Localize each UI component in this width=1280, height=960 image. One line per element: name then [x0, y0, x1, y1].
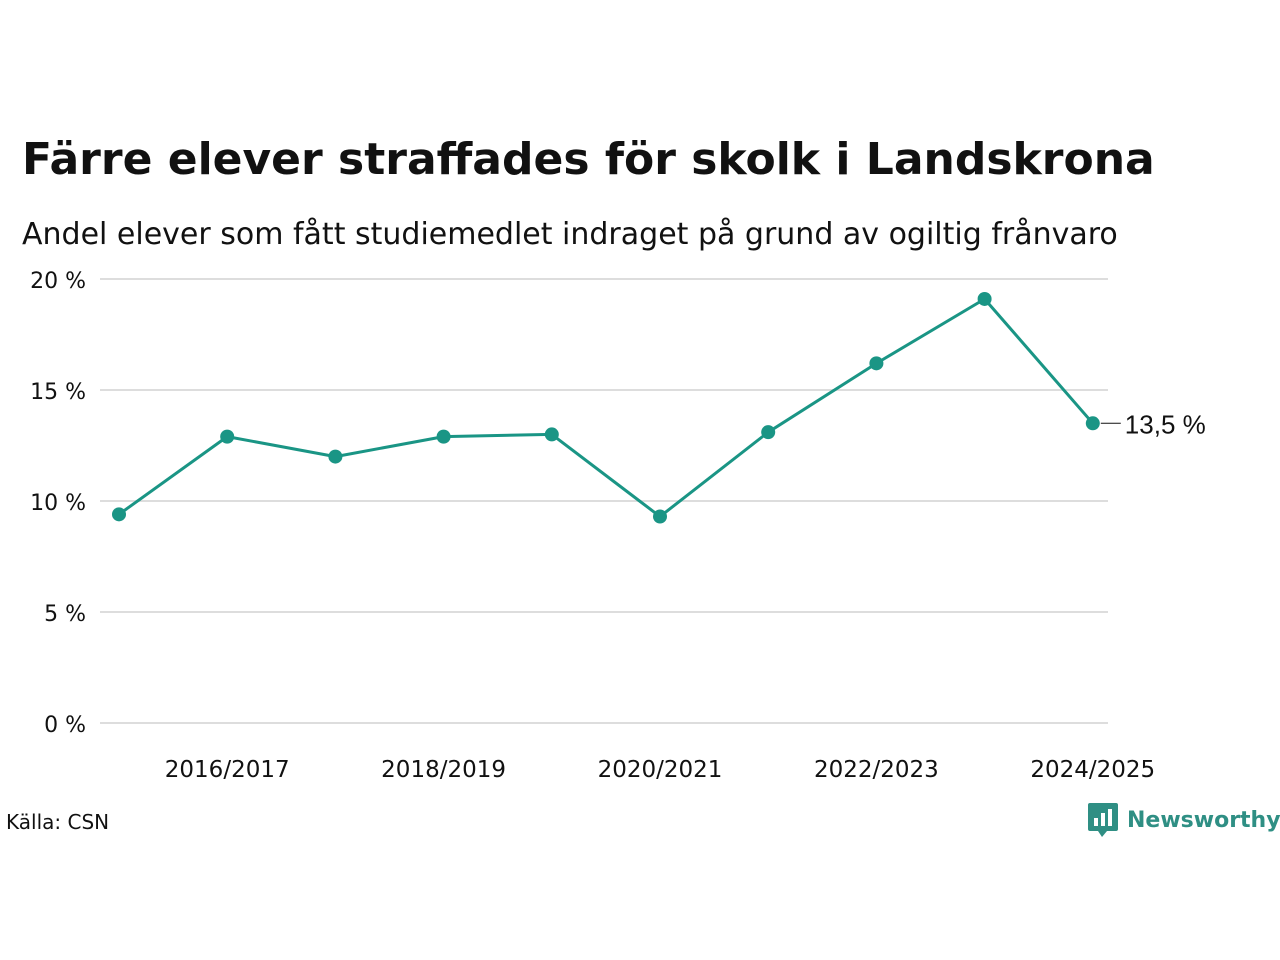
end-value-label: 13,5 % — [1125, 409, 1206, 439]
data-point — [869, 356, 884, 371]
series-line — [118, 297, 1094, 519]
y-tick-label: 10 % — [30, 491, 86, 516]
data-point — [328, 449, 343, 464]
x-tick-label: 2018/2019 — [381, 757, 506, 783]
brand-name: Newsworthy — [1127, 807, 1280, 833]
x-axis-ticks: 2016/2017 2018/2019 2020/2021 2022/2023 2024… — [165, 757, 1155, 783]
data-point — [1085, 416, 1100, 431]
newsworthy-logo-icon — [1088, 803, 1118, 837]
x-tick-label: 2020/2021 — [598, 757, 723, 783]
x-tick-label: 2016/2017 — [165, 757, 290, 783]
data-points — [112, 291, 1100, 524]
data-point — [761, 425, 776, 440]
y-tick-label: 0 % — [44, 713, 86, 738]
data-point — [653, 509, 667, 524]
gridlines — [100, 278, 1108, 724]
data-point — [220, 429, 235, 444]
data-point — [436, 429, 451, 444]
source-note: Källa: CSN — [6, 810, 110, 834]
y-tick-label: 20 % — [30, 269, 86, 294]
y-axis-ticks: 0 % 5 % 10 % 15 % 20 % — [30, 269, 86, 738]
chart-subtitle: Andel elever som fått studiemedlet indra… — [22, 217, 1118, 252]
x-tick-label: 2022/2023 — [814, 757, 939, 783]
brand-logo: Newsworthy — [1087, 802, 1280, 838]
y-tick-label: 5 % — [44, 602, 86, 627]
data-point — [112, 507, 126, 522]
chart-title: Färre elever straffades för skolk i Land… — [22, 134, 1155, 185]
data-point — [544, 427, 559, 442]
y-tick-label: 15 % — [30, 380, 86, 405]
data-point — [977, 291, 992, 306]
x-tick-label: 2024/2025 — [1030, 757, 1155, 783]
